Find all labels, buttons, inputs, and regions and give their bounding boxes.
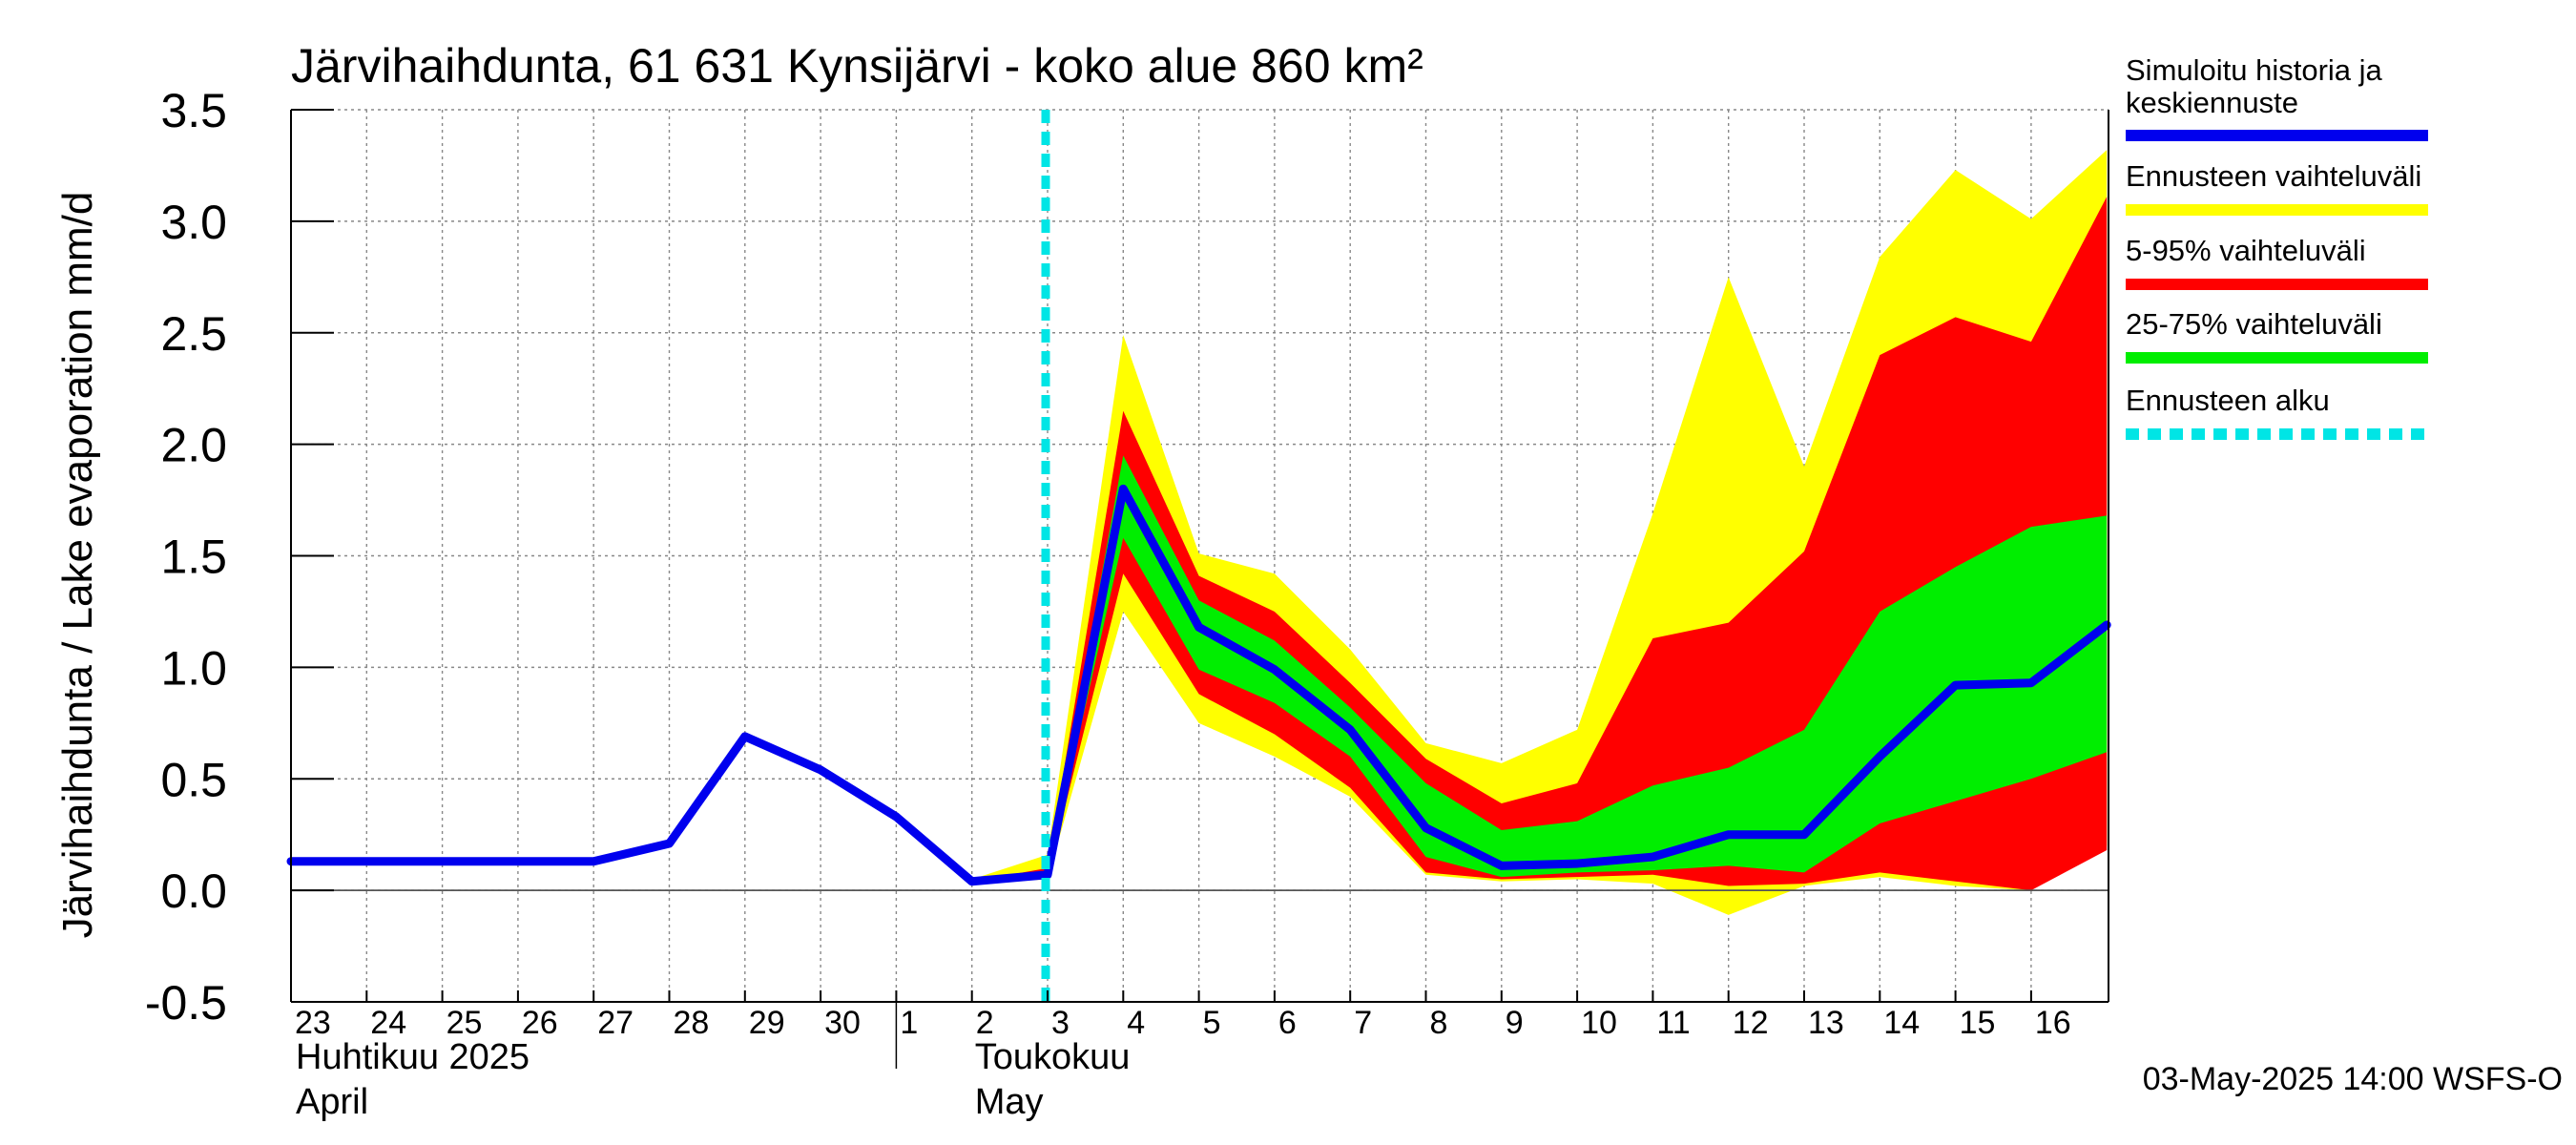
footer-timestamp: 03-May-2025 14:00 WSFS-O [2143, 1061, 2563, 1097]
legend-label: keskiennuste [2126, 86, 2298, 119]
x-tick-label: 29 [749, 1005, 785, 1041]
month-label-may-en: May [975, 1082, 1044, 1122]
month-label-april-fi: Huhtikuu 2025 [296, 1037, 530, 1077]
legend-label: 25-75% vaihteluväli [2126, 307, 2382, 341]
y-tick-label: 0.0 [160, 864, 227, 918]
x-tick-label: 9 [1506, 1005, 1524, 1041]
legend-label: 5-95% vaihteluväli [2126, 234, 2366, 267]
month-label-april-en: April [296, 1082, 368, 1122]
x-tick-label: 28 [674, 1005, 710, 1041]
x-tick-label: 13 [1808, 1005, 1844, 1041]
x-tick-label: 7 [1354, 1005, 1372, 1041]
median-series-line [286, 484, 2111, 886]
legend-label: Simuloitu historia ja [2126, 53, 2383, 87]
y-tick-label: -0.5 [145, 976, 227, 1030]
x-tick-label: 2 [976, 1005, 994, 1041]
y-axis-label: Järvihaihdunta / Lake evaporation mm/d [54, 192, 101, 939]
x-tick-label: 6 [1278, 1005, 1297, 1041]
x-tick-label: 10 [1581, 1005, 1617, 1041]
x-tick-label: 12 [1733, 1005, 1769, 1041]
legend-label: Ennusteen vaihteluväli [2126, 159, 2421, 193]
x-tick-label: 8 [1430, 1005, 1448, 1041]
legend-label: Ennusteen alku [2126, 384, 2330, 417]
x-tick-label: 4 [1127, 1005, 1145, 1041]
p25-75-band [971, 455, 2108, 882]
y-tick-label: 1.0 [160, 641, 227, 695]
month-label-may-fi: Toukokuu [975, 1037, 1131, 1077]
chart-title: Järvihaihdunta, 61 631 Kynsijärvi - koko… [291, 39, 1423, 93]
x-tick-label: 16 [2035, 1005, 2071, 1041]
x-tick-label: 25 [447, 1005, 483, 1041]
y-tick-label: 1.5 [160, 531, 227, 584]
x-tick-label: 24 [370, 1005, 406, 1041]
x-tick-label: 27 [597, 1005, 634, 1041]
x-tick-label: 14 [1883, 1005, 1920, 1041]
x-tick-label: 5 [1203, 1005, 1221, 1041]
x-tick-label: 11 [1656, 1005, 1690, 1041]
y-tick-label: 3.0 [160, 196, 227, 249]
x-tick-label: 15 [1960, 1005, 1996, 1041]
y-tick-label: 0.5 [160, 753, 227, 806]
x-tick-label: 23 [295, 1005, 331, 1041]
x-tick-label: 3 [1051, 1005, 1070, 1041]
y-tick-label: 2.0 [160, 419, 227, 472]
y-tick-label: 3.5 [160, 84, 227, 137]
x-tick-label: 26 [522, 1005, 558, 1041]
y-tick-label: 2.5 [160, 307, 227, 361]
x-tick-label: 1 [900, 1005, 918, 1041]
x-tick-label: 30 [824, 1005, 861, 1041]
